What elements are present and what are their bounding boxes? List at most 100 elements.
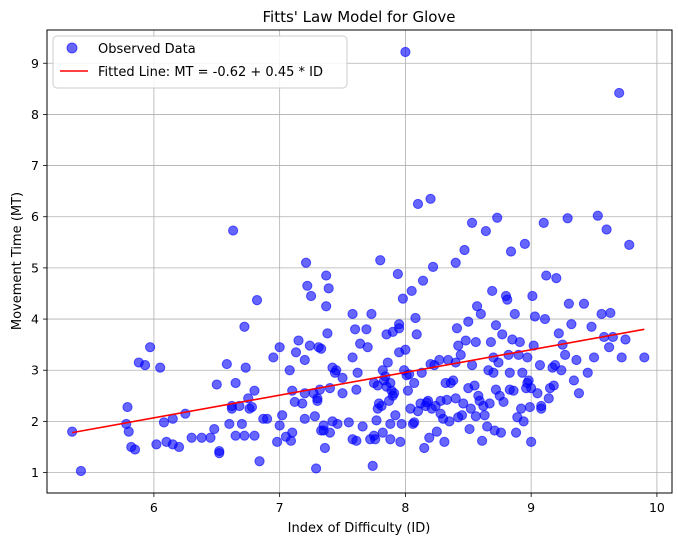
data-point xyxy=(351,384,362,395)
data-point xyxy=(509,308,520,320)
data-point xyxy=(394,319,405,330)
data-point xyxy=(410,312,421,324)
data-point xyxy=(139,360,151,371)
data-point xyxy=(402,385,414,396)
data-point xyxy=(424,432,435,443)
data-point xyxy=(409,417,420,428)
data-point xyxy=(287,427,298,438)
data-point xyxy=(370,434,381,445)
x-tick-label: 9 xyxy=(527,500,535,515)
data-point xyxy=(297,398,308,409)
data-point xyxy=(362,342,373,353)
data-point xyxy=(309,411,320,422)
plot-frame xyxy=(46,29,673,494)
data-point xyxy=(300,257,312,268)
data-point xyxy=(588,352,600,363)
data-point xyxy=(400,344,411,355)
data-point xyxy=(563,298,574,309)
data-point xyxy=(343,417,354,428)
data-point xyxy=(573,388,585,399)
data-point xyxy=(502,294,513,305)
data-point xyxy=(236,418,248,430)
data-point xyxy=(240,362,251,373)
data-point xyxy=(347,352,358,363)
x-tick-label: 6 xyxy=(150,500,158,515)
y-tick-label: 2 xyxy=(31,414,39,429)
data-point xyxy=(444,416,455,427)
data-point xyxy=(390,410,401,421)
data-point xyxy=(536,403,547,414)
data-point xyxy=(123,426,134,437)
data-point xyxy=(419,442,430,454)
data-point xyxy=(230,430,241,441)
data-point xyxy=(431,426,442,437)
data-point xyxy=(539,313,551,325)
data-point xyxy=(466,217,478,228)
y-tick-label: 4 xyxy=(31,312,39,327)
data-point xyxy=(305,290,317,302)
data-point xyxy=(323,283,334,294)
data-point xyxy=(158,417,170,428)
data-point xyxy=(508,385,519,396)
data-point xyxy=(249,430,260,441)
data-point xyxy=(596,308,607,320)
data-point xyxy=(477,435,488,446)
data-point xyxy=(548,380,559,391)
data-point xyxy=(299,354,310,366)
data-point xyxy=(284,365,295,376)
data-point xyxy=(224,418,235,430)
data-point xyxy=(568,375,580,386)
data-point xyxy=(239,430,250,441)
data-point xyxy=(601,224,612,235)
data-point xyxy=(450,393,461,404)
data-point xyxy=(464,423,475,435)
data-point xyxy=(299,413,310,424)
data-point xyxy=(566,319,577,330)
data-point xyxy=(290,347,302,358)
data-point xyxy=(321,270,332,281)
data-point xyxy=(228,225,239,236)
data-point xyxy=(624,239,635,250)
data-point xyxy=(527,290,538,302)
data-point xyxy=(497,329,508,340)
data-point xyxy=(230,377,241,389)
data-point xyxy=(376,400,387,412)
data-point xyxy=(145,342,156,353)
y-tick-label: 5 xyxy=(31,260,39,275)
y-tick-label: 6 xyxy=(31,209,39,224)
data-point xyxy=(463,316,474,327)
data-point xyxy=(441,394,452,405)
data-point xyxy=(274,420,285,431)
data-point xyxy=(155,362,166,373)
data-point xyxy=(614,87,625,99)
data-point xyxy=(251,295,263,306)
data-point xyxy=(427,261,439,272)
data-point xyxy=(518,416,529,427)
data-point xyxy=(314,384,325,395)
data-point xyxy=(395,436,406,447)
data-point xyxy=(324,427,336,438)
y-tick-label: 3 xyxy=(31,363,39,378)
data-point xyxy=(209,423,220,435)
data-point xyxy=(361,324,372,335)
data-point xyxy=(129,444,141,455)
data-point xyxy=(332,418,343,430)
data-point xyxy=(214,448,225,459)
data-point xyxy=(504,367,515,378)
data-point xyxy=(249,385,260,396)
axis-ticks: 6 7 8 9 10 1 2 3 4 5 6 7 8 9 xyxy=(31,56,665,515)
data-point xyxy=(417,275,429,286)
data-point xyxy=(488,367,499,378)
data-point xyxy=(397,293,408,304)
data-point xyxy=(456,410,468,421)
y-tick-label: 1 xyxy=(31,465,39,480)
data-point xyxy=(392,268,403,280)
data-point xyxy=(498,396,509,408)
data-point xyxy=(321,301,332,312)
data-point xyxy=(448,375,459,386)
data-point xyxy=(234,400,245,412)
data-point xyxy=(571,354,582,366)
data-point xyxy=(514,336,525,348)
data-point xyxy=(366,308,377,320)
data-point xyxy=(211,379,222,390)
